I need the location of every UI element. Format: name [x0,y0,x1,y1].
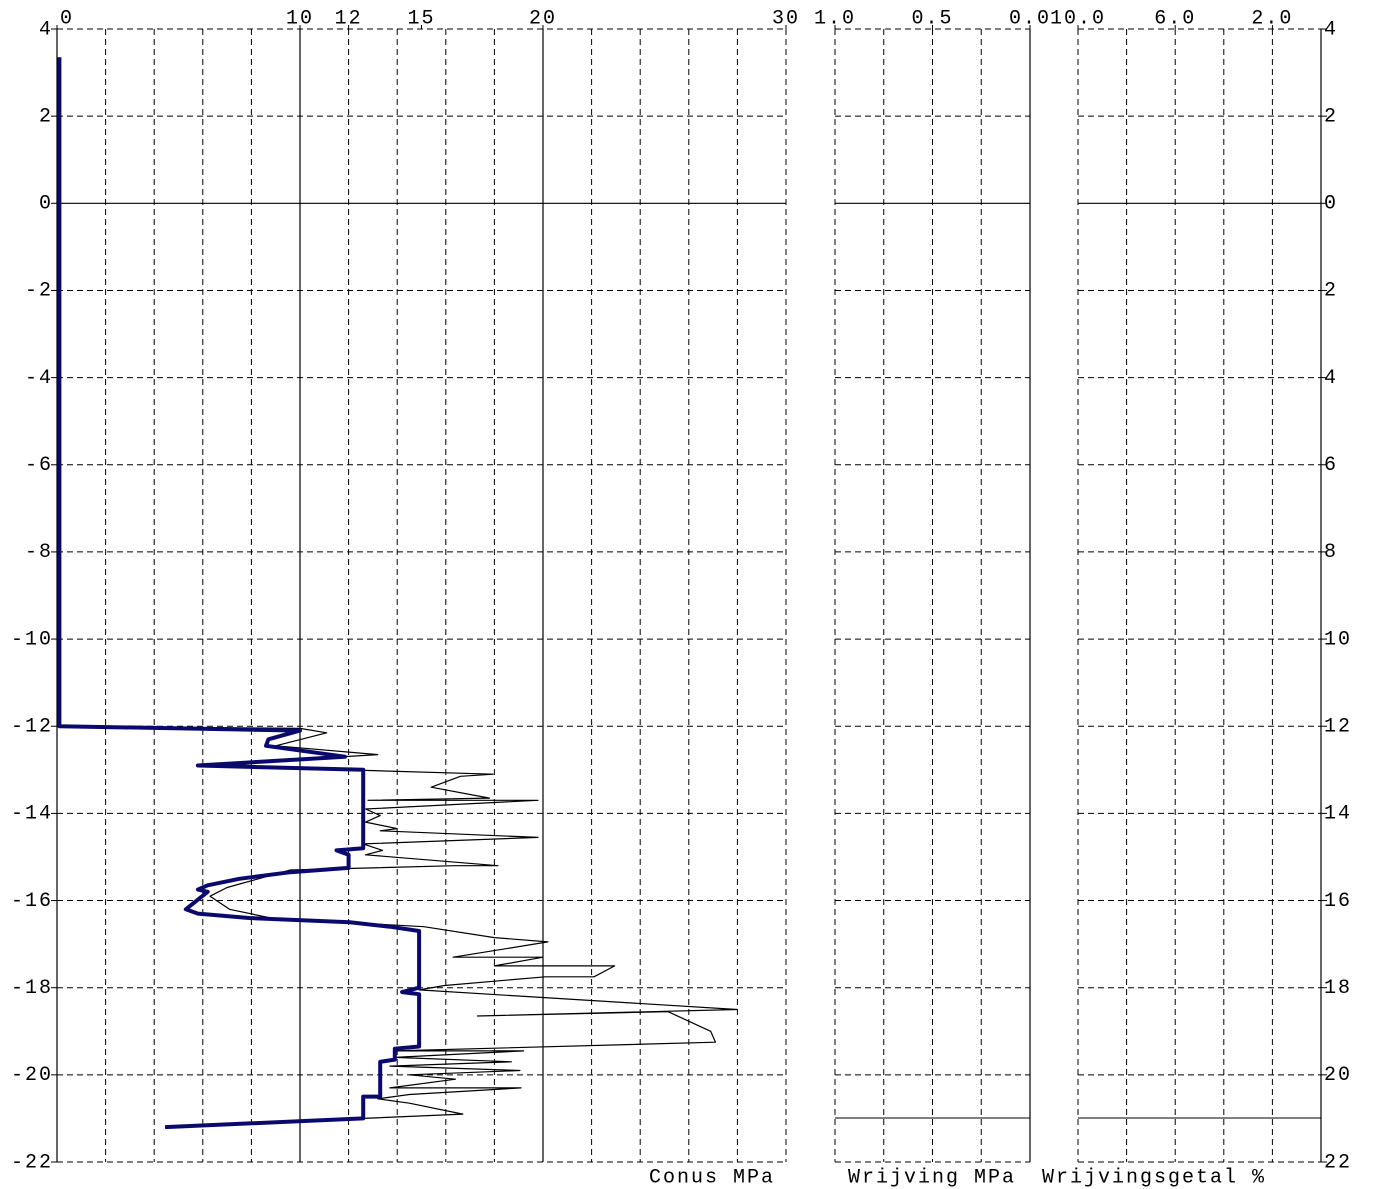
y-tick-label: 0 [39,193,53,216]
y-tick-label: 4 [1324,18,1338,41]
y-tick-label: 14 [1324,803,1352,826]
y-tick-label: -18 [11,977,53,1000]
y-tick-label: 2 [1324,280,1338,303]
y-tick-label: 2 [39,105,53,128]
y-tick-label: 6 [1324,454,1338,477]
y-tick-label: -2 [25,280,53,303]
x-axis-label: Wrijving MPa [848,1166,1016,1189]
y-tick-label: 22 [1324,1151,1352,1174]
y-tick-label: 2 [1324,105,1338,128]
y-tick-label: -12 [11,716,53,739]
y-tick-label: 8 [1324,541,1338,564]
x-tick-label: 30 [772,7,800,30]
y-tick-label: -6 [25,454,53,477]
y-tick-label: 4 [1324,367,1338,390]
y-tick-label: 4 [39,18,53,41]
y-tick-label: -14 [11,803,53,826]
x-tick-label: 0.0 [1009,7,1051,30]
cone-line [58,57,738,1128]
y-tick-label: -22 [11,1151,53,1174]
y-tick-label: 20 [1324,1064,1352,1087]
x-tick-label: 10.0 [1050,7,1106,30]
y-tick-label: -10 [11,628,53,651]
x-axis-label: Wrijvingsgetal % [1042,1166,1266,1189]
x-tick-label: 0.5 [911,7,953,30]
x-tick-label: 2.0 [1251,7,1293,30]
y-tick-label: -8 [25,541,53,564]
x-tick-label: 10 [286,7,314,30]
x-tick-label: 0 [60,7,74,30]
x-tick-label: 6.0 [1154,7,1196,30]
y-tick-label: -4 [25,367,53,390]
y-tick-label: 16 [1324,890,1352,913]
y-tick-label: 12 [1324,716,1352,739]
x-tick-label: 20 [529,7,557,30]
x-tick-label: 12 [335,7,363,30]
y-tick-label: 18 [1324,977,1352,1000]
cone-line [57,57,422,1130]
x-axis-label: Conus MPa [649,1166,775,1189]
y-tick-label: 10 [1324,628,1352,651]
y-tick-label: 0 [1324,193,1338,216]
y-tick-label: -20 [11,1064,53,1087]
x-tick-label: 15 [407,7,435,30]
x-tick-label: 1.0 [814,7,856,30]
y-tick-label: -16 [11,890,53,913]
